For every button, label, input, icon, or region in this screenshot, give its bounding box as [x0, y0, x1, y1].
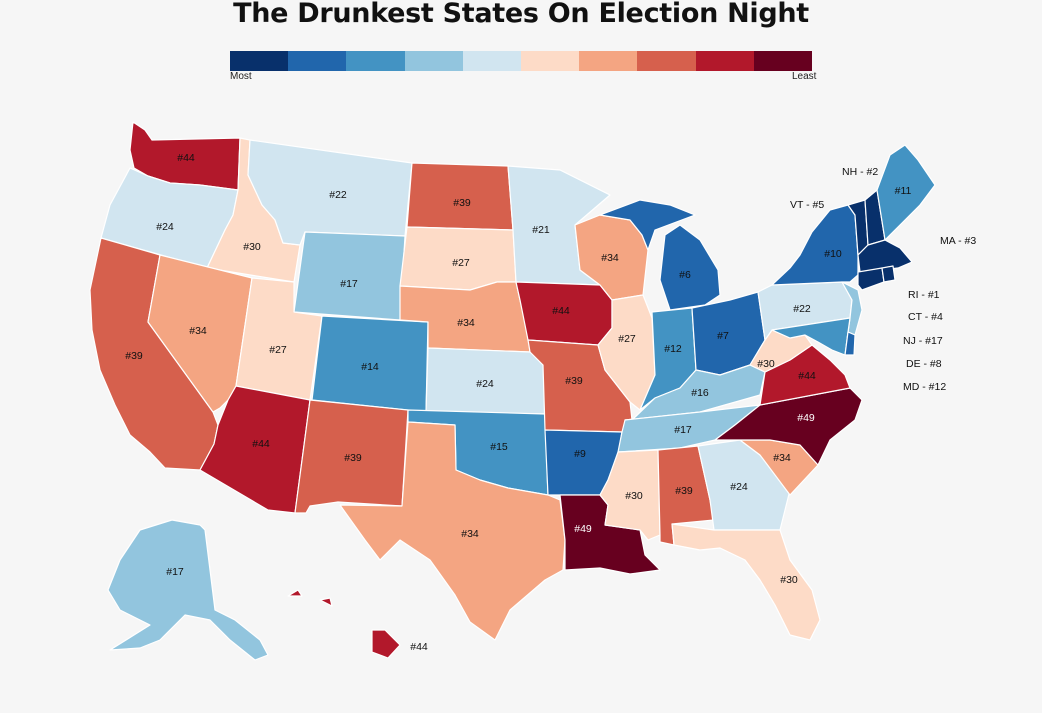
rank-label-nm: #39: [344, 452, 362, 464]
rank-label-in: #12: [664, 343, 682, 355]
callout-nh: NH - #2: [842, 166, 879, 178]
legend-swatch-1: [230, 51, 289, 71]
rank-label-mi: #6: [679, 269, 691, 281]
legend-most-label: Most: [230, 71, 252, 82]
state-nm[interactable]: [294, 399, 409, 514]
legend-swatch-7: [579, 51, 638, 71]
rank-label-wv: #30: [757, 358, 775, 370]
rank-label-az: #44: [252, 438, 270, 450]
legend-swatch-2: [288, 51, 347, 71]
rank-label-ga: #24: [730, 481, 748, 493]
legend-swatch-5: [462, 51, 522, 71]
rank-label-wy: #17: [340, 278, 358, 290]
state-wy[interactable]: [293, 231, 406, 321]
rank-label-tn: #17: [674, 424, 692, 436]
state-mt[interactable]: [247, 139, 413, 246]
callout-md: MD - #12: [903, 381, 947, 393]
rank-labels: #44 #24 #39 #30 #34 #22 #17 #27 #44 #14 …: [125, 152, 911, 653]
rank-label-mn: #21: [532, 224, 550, 236]
state-ct[interactable]: [857, 267, 885, 291]
rank-label-ak: #17: [166, 566, 184, 578]
rank-label-mo: #39: [565, 375, 583, 387]
state-nc[interactable]: [714, 387, 863, 466]
rank-label-sd: #27: [452, 257, 470, 269]
legend-swatch-9: [695, 51, 754, 71]
state-hi[interactable]: [287, 589, 401, 659]
legend-swatch-4: [404, 51, 463, 71]
rank-label-ar: #9: [574, 448, 586, 460]
legend-swatch-8: [637, 51, 696, 71]
rank-label-co: #14: [361, 361, 379, 373]
legend-swatch-10: [753, 51, 813, 71]
rank-label-ks: #24: [476, 378, 494, 390]
rank-label-hi: #44: [410, 641, 428, 653]
rank-label-sc: #34: [773, 452, 791, 464]
rank-label-or: #24: [156, 221, 174, 233]
legend-swatch-3: [346, 51, 405, 71]
rank-label-fl: #30: [780, 574, 798, 586]
callout-ri: RI - #1: [908, 289, 940, 301]
map-title: The Drunkest States On Election Night: [233, 0, 809, 29]
rank-label-nv: #34: [189, 325, 207, 337]
rank-label-nd: #39: [453, 197, 471, 209]
rank-label-mt: #22: [329, 189, 347, 201]
rank-label-id: #30: [243, 241, 261, 253]
state-ny[interactable]: [771, 204, 859, 286]
rank-label-pa: #22: [793, 303, 811, 315]
state-me[interactable]: [876, 144, 936, 241]
rank-label-il: #27: [618, 333, 636, 345]
rank-label-oh: #7: [717, 330, 729, 342]
state-tx[interactable]: [339, 421, 566, 641]
state-ak[interactable]: [107, 519, 269, 661]
callout-ma: MA - #3: [940, 235, 977, 247]
state-il[interactable]: [597, 294, 656, 411]
legend-least-label: Least: [792, 71, 817, 82]
rank-label-me: #11: [895, 185, 912, 197]
callout-vt: VT - #5: [790, 199, 825, 211]
state-mi[interactable]: [599, 199, 721, 311]
rank-label-wi: #34: [601, 252, 619, 264]
legend-swatch-6: [521, 51, 580, 71]
rank-label-ca: #39: [125, 350, 143, 362]
rank-label-la: #49: [574, 523, 592, 535]
callout-nj: NJ - #17: [903, 335, 943, 347]
rank-label-ia: #44: [552, 305, 570, 317]
state-md[interactable]: [771, 317, 851, 356]
state-fl[interactable]: [671, 523, 821, 641]
state-de[interactable]: [844, 331, 856, 356]
rank-label-nc: #49: [797, 412, 815, 424]
rank-label-al: #39: [675, 485, 693, 497]
rank-label-ky: #16: [691, 387, 709, 399]
callout-de: DE - #8: [906, 358, 942, 370]
rank-label-tx: #34: [461, 528, 479, 540]
rank-label-ut: #27: [269, 344, 287, 356]
color-legend: [230, 51, 813, 71]
rank-label-wa: #44: [177, 152, 195, 164]
rank-label-va: #44: [798, 370, 816, 382]
state-ri[interactable]: [881, 265, 896, 283]
rank-label-ok: #15: [490, 441, 508, 453]
callout-ct: CT - #4: [908, 311, 943, 323]
rank-label-ne: #34: [457, 317, 475, 329]
rank-label-ny: #10: [824, 248, 842, 260]
rank-label-ms: #30: [625, 490, 643, 502]
